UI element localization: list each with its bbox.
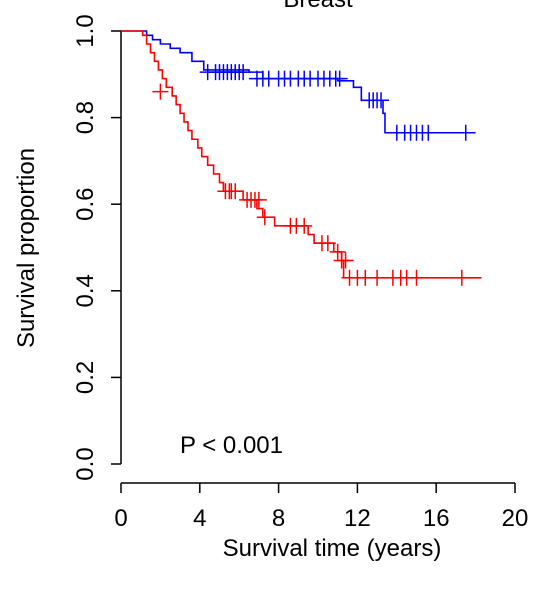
y-tick-label: 0.0 <box>72 447 99 480</box>
survival-curves <box>121 30 482 286</box>
y-axis-title: Survival proportion <box>13 148 40 348</box>
y-tick-label: 0.2 <box>72 361 99 394</box>
x-tick-label: 12 <box>344 505 371 532</box>
p-value-annotation: P < 0.001 <box>180 432 283 459</box>
y-tick-label: 0.4 <box>72 274 99 307</box>
survival-curve-1 <box>121 30 476 141</box>
x-tick-label: 8 <box>272 505 285 532</box>
x-tick-label: 20 <box>502 505 529 532</box>
chart-title: Breast <box>283 0 353 13</box>
x-axis: 0 4 8 12 16 20 <box>114 482 529 532</box>
curve-line <box>121 30 482 279</box>
x-tick-label: 16 <box>423 505 450 532</box>
x-tick-label: 0 <box>114 505 127 532</box>
x-axis-title: Survival time (years) <box>223 535 442 562</box>
y-axis: 0.0 0.2 0.4 0.6 0.8 1.0 <box>72 14 122 481</box>
survival-curve-2 <box>121 30 482 286</box>
y-tick-label: 0.8 <box>72 101 99 134</box>
x-tick-label: 4 <box>193 505 206 532</box>
y-tick-label: 0.6 <box>72 188 99 221</box>
y-tick-label: 1.0 <box>72 14 99 47</box>
